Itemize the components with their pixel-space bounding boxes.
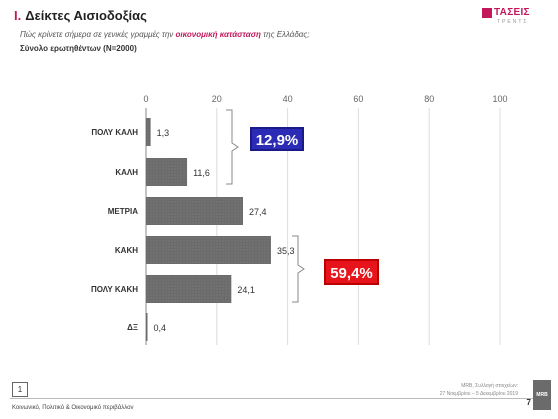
x-tick-label: 0 bbox=[143, 94, 148, 104]
footer-source: MRB, Συλλογή στοιχείων: 27 Νοεμβρίου – 5… bbox=[440, 382, 518, 398]
x-tick-label: 60 bbox=[353, 94, 363, 104]
x-tick-label: 100 bbox=[492, 94, 507, 104]
survey-question: Πώς κρίνετε σήμερα σε γενικές γραμμές τη… bbox=[20, 30, 309, 39]
bar bbox=[146, 118, 151, 146]
positive-total-callout: 12,9% bbox=[250, 127, 304, 151]
section-number: I. bbox=[14, 8, 22, 23]
category-label: ΠΟΛΥ ΚΑΛΗ bbox=[91, 128, 138, 137]
bar bbox=[146, 275, 232, 303]
source-line-2: 27 Νοεμβρίου – 5 Δεκεμβρίου 2019 bbox=[439, 391, 518, 397]
x-tick-label: 80 bbox=[424, 94, 434, 104]
logo-tagline: ΤΡΕΝΤΣ bbox=[497, 19, 529, 25]
x-tick-label: 20 bbox=[212, 94, 222, 104]
bar bbox=[146, 236, 271, 264]
x-tick-label: 40 bbox=[283, 94, 293, 104]
question-text-end: της Ελλάδας; bbox=[260, 30, 310, 39]
sample-base: Σύνολο ερωτηθέντων (N=2000) bbox=[20, 44, 137, 53]
data-label: 24,1 bbox=[237, 285, 255, 295]
source-line-1: MRB, Συλλογή στοιχείων: bbox=[461, 383, 518, 389]
page-number: 7 bbox=[526, 398, 531, 407]
page-title: I. Δείκτες Αισιοδοξίας bbox=[14, 8, 147, 23]
logo-mark-icon bbox=[482, 8, 492, 18]
section-page-box: 1 bbox=[12, 382, 28, 397]
bar bbox=[146, 313, 148, 341]
logo-name: ΤΑΣΕΙΣ bbox=[494, 7, 530, 18]
brand-logo: ΤΑΣΕΙΣ ΤΡΕΝΤΣ bbox=[480, 6, 546, 30]
data-label: 11,6 bbox=[193, 168, 210, 178]
negative-total-callout: 59,4% bbox=[324, 259, 379, 285]
question-text-start: Πώς κρίνετε σήμερα σε γενικές γραμμές τη… bbox=[20, 30, 176, 39]
category-label: ΚΑΛΗ bbox=[115, 168, 138, 177]
footer-divider bbox=[10, 398, 548, 399]
bar bbox=[146, 158, 188, 186]
negative-bracket bbox=[292, 235, 305, 303]
question-highlight: οικονομική κατάσταση bbox=[175, 30, 261, 39]
footer-section-text: Κοινωνικό, Πολιτικό & Οικονομικό περιβάλ… bbox=[12, 405, 134, 411]
title-text: Δείκτες Αισιοδοξίας bbox=[25, 8, 147, 23]
category-label: ΠΟΛΥ ΚΑΚΗ bbox=[91, 285, 138, 294]
mrb-logo: MRB bbox=[533, 380, 551, 410]
bar bbox=[146, 197, 243, 225]
category-label: ΜΕΤΡΙΑ bbox=[108, 207, 138, 216]
data-label: 27,4 bbox=[249, 207, 267, 217]
category-label: ΚΑΚΗ bbox=[115, 246, 138, 255]
data-label: 1,3 bbox=[157, 128, 170, 138]
positive-bracket bbox=[226, 109, 239, 185]
data-label: 35,3 bbox=[277, 246, 295, 256]
data-label: 0,4 bbox=[154, 323, 167, 333]
category-label: ΔΞ bbox=[127, 323, 138, 332]
